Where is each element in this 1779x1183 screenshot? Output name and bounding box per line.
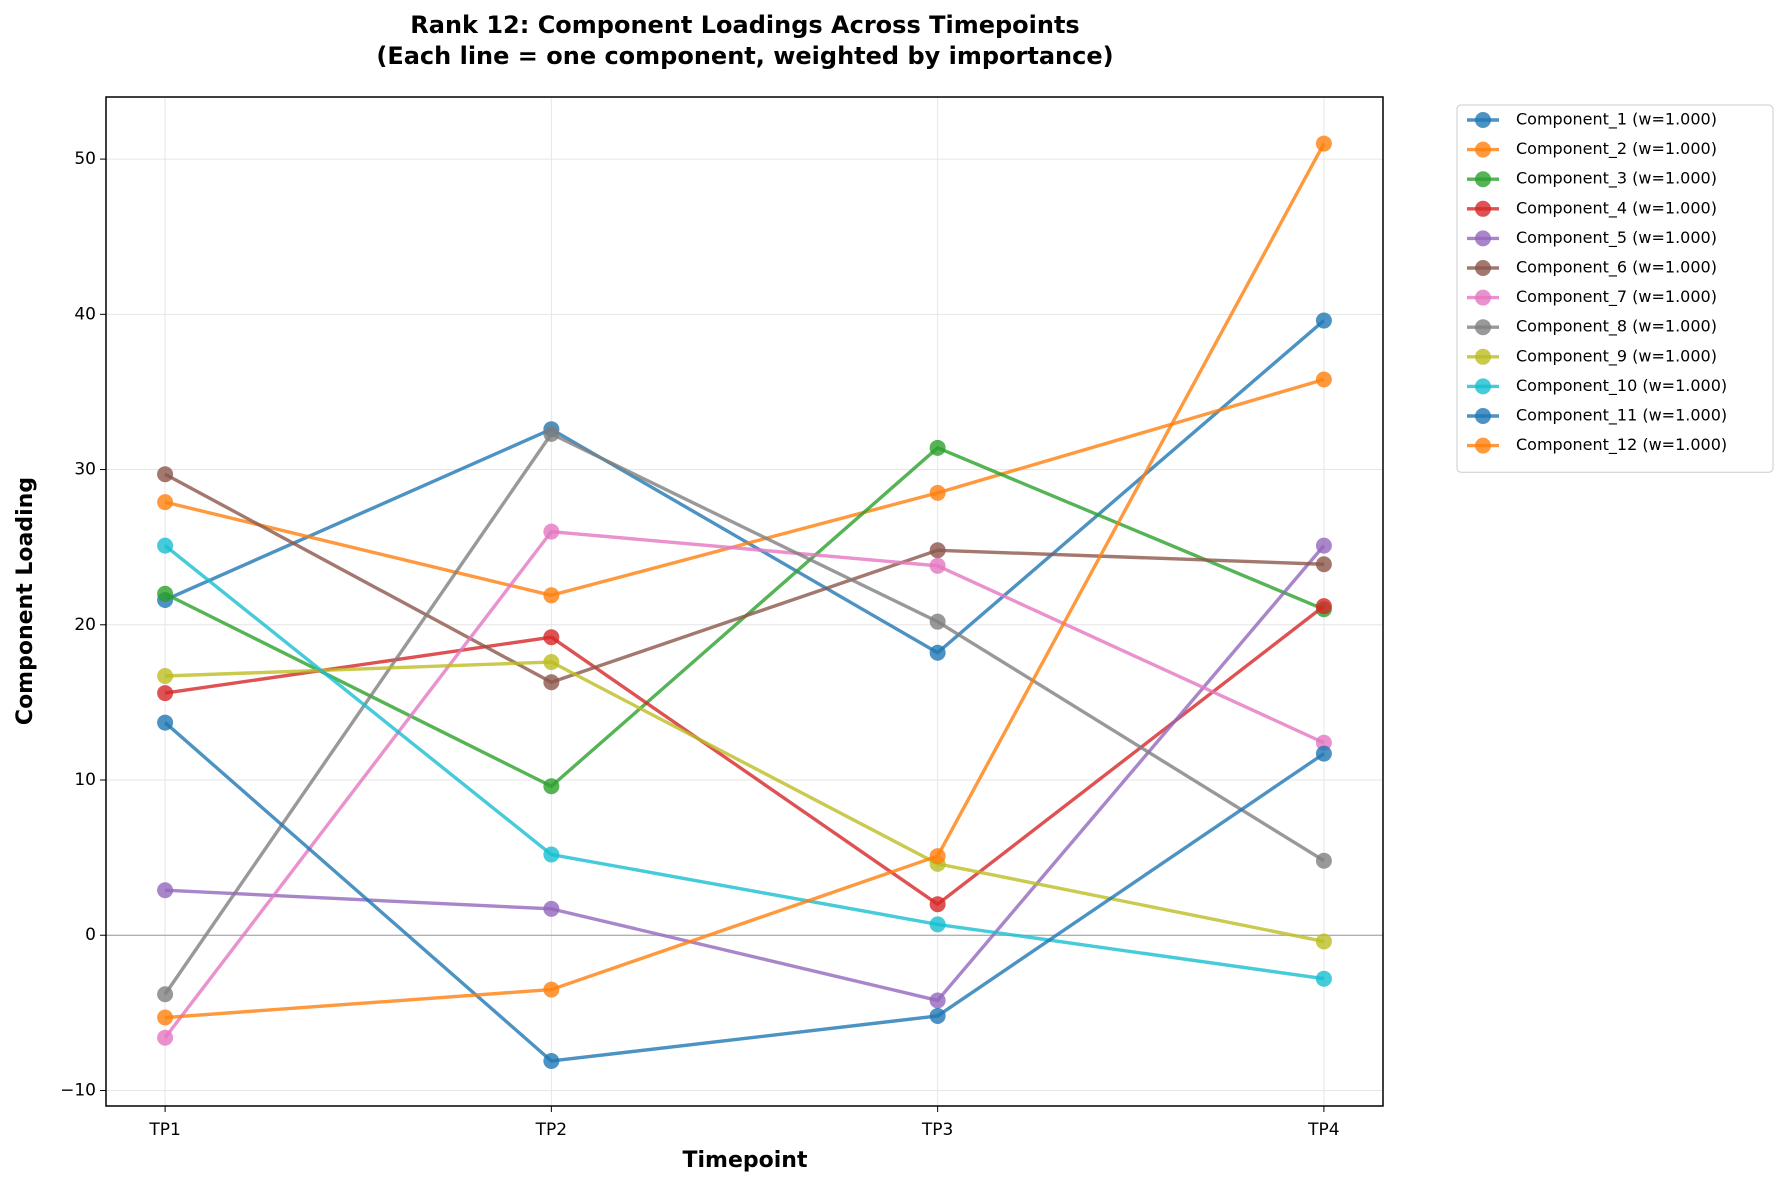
legend-label: Component_5 (w=1.000) <box>1516 228 1717 248</box>
x-axis-label: Timepoint <box>683 1148 808 1173</box>
plot-frame <box>105 96 1384 1107</box>
data-point <box>157 585 174 602</box>
data-point <box>1315 970 1332 987</box>
series-line <box>163 432 1325 996</box>
legend-box <box>1456 104 1774 473</box>
x-tick-label: TP1 <box>148 1120 180 1140</box>
data-point <box>929 916 946 933</box>
data-point <box>543 629 560 646</box>
y-tick-label: 10 <box>74 770 96 790</box>
legend-marker <box>1475 260 1491 276</box>
data-point <box>157 714 174 731</box>
x-tick-label: TP4 <box>1307 1120 1339 1140</box>
x-tick-label: TP3 <box>921 1120 953 1140</box>
legend-marker <box>1475 348 1491 365</box>
data-point <box>929 644 946 661</box>
legend-label: Component_3 (w=1.000) <box>1516 169 1717 189</box>
chart-title: Rank 12: Component Loadings Across Timep… <box>410 11 1079 39</box>
legend-marker <box>1475 141 1491 158</box>
data-point <box>929 439 946 456</box>
data-point <box>1315 371 1332 388</box>
series-line <box>163 721 1325 1063</box>
series-line <box>164 544 1325 981</box>
legend-marker <box>1475 378 1491 395</box>
data-point <box>929 848 946 865</box>
data-point <box>543 654 560 671</box>
data-point <box>157 1029 174 1046</box>
series-line <box>164 472 1324 684</box>
data-point <box>1315 598 1332 615</box>
data-point <box>157 494 174 511</box>
data-point <box>157 668 174 685</box>
legend-label: Component_1 (w=1.000) <box>1516 110 1717 130</box>
data-point <box>929 1007 946 1024</box>
legend-marker <box>1475 437 1491 454</box>
legend-marker <box>1475 319 1491 336</box>
data-point <box>543 1052 560 1069</box>
legend-label: Component_2 (w=1.000) <box>1516 139 1717 159</box>
legend-marker <box>1475 112 1491 128</box>
legend-label: Component_7 (w=1.000) <box>1516 287 1717 307</box>
series-line <box>163 529 1325 1039</box>
data-point <box>929 896 946 913</box>
data-point <box>543 778 560 795</box>
data-point <box>543 523 560 540</box>
data-point <box>543 900 560 917</box>
y-tick-label: 20 <box>74 615 96 635</box>
legend-label: Component_10 (w=1.000) <box>1516 376 1727 396</box>
data-point <box>157 537 174 554</box>
data-point <box>1315 556 1332 573</box>
chart-subtitle: (Each line = one component, weighted by … <box>376 42 1113 70</box>
data-point <box>157 1009 174 1026</box>
legend-marker <box>1475 230 1491 247</box>
data-point <box>543 674 560 691</box>
legend-label: Component_4 (w=1.000) <box>1516 198 1717 218</box>
legend-marker <box>1475 289 1491 306</box>
y-tick-label: 50 <box>74 149 96 169</box>
y-tick-label: 30 <box>74 460 96 480</box>
legend-marker <box>1475 408 1491 424</box>
series-line <box>164 377 1325 597</box>
x-tick-label: TP2 <box>535 1120 567 1140</box>
data-point <box>543 846 560 863</box>
data-point <box>929 613 946 630</box>
legend-label: Component_12 (w=1.000) <box>1516 435 1727 455</box>
data-point <box>543 425 560 442</box>
series-line <box>164 604 1325 906</box>
data-point <box>929 484 946 501</box>
data-point <box>1315 537 1332 554</box>
y-tick-label: −10 <box>60 1080 96 1100</box>
data-point <box>157 466 174 483</box>
data-point <box>157 986 174 1003</box>
y-axis-label: Component Loading <box>13 477 38 725</box>
data-point <box>929 557 946 574</box>
data-point <box>543 587 560 604</box>
data-point <box>929 542 946 559</box>
data-point <box>543 981 560 998</box>
series-line <box>164 142 1326 1020</box>
data-point <box>157 882 174 899</box>
legend-marker <box>1475 171 1491 188</box>
data-point <box>1315 312 1332 329</box>
legend-label: Component_11 (w=1.000) <box>1516 406 1727 426</box>
data-point <box>157 685 174 702</box>
legend-label: Component_9 (w=1.000) <box>1516 346 1717 366</box>
legend-marker <box>1475 200 1491 217</box>
data-point <box>1315 745 1332 762</box>
y-tick-label: 40 <box>74 304 96 324</box>
series-line <box>164 319 1326 655</box>
data-point <box>1315 852 1332 869</box>
series-line <box>165 660 1325 944</box>
series-line <box>165 544 1326 1003</box>
legend-label: Component_8 (w=1.000) <box>1516 317 1717 337</box>
y-tick-label: 0 <box>85 925 96 945</box>
data-point <box>1315 933 1332 950</box>
legend-label: Component_6 (w=1.000) <box>1516 258 1717 278</box>
data-point <box>929 992 946 1009</box>
data-point <box>1315 135 1332 152</box>
